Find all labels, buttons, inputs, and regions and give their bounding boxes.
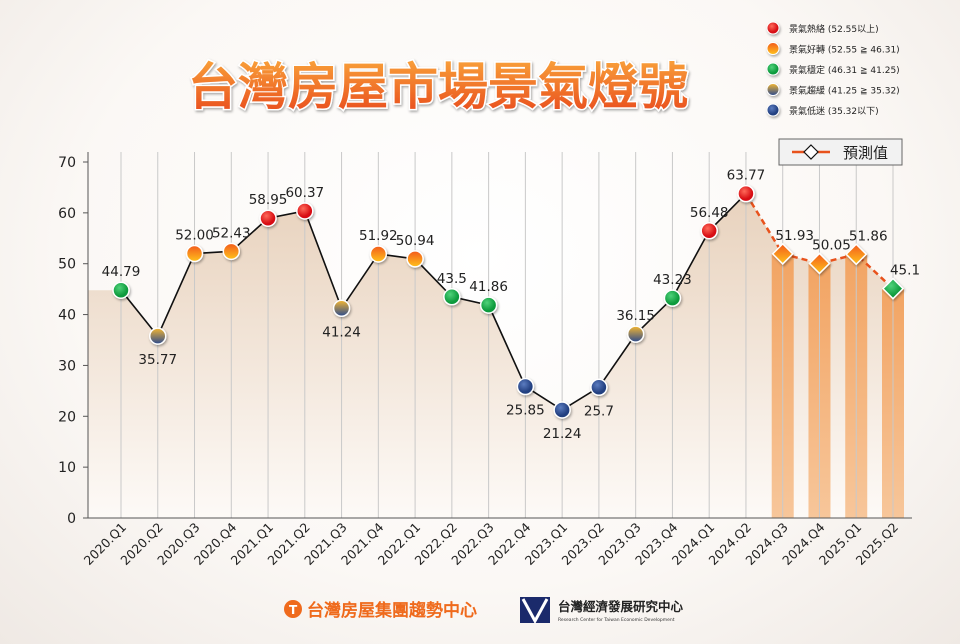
signal-legend-swatch [766, 103, 780, 117]
forecast-legend-label: 預測值 [843, 144, 888, 162]
data-point [663, 289, 682, 307]
y-tick-label: 50 [58, 257, 76, 273]
signal-legend-swatch [766, 62, 780, 76]
footer-logo-left: 台灣房屋集團趨勢中心 [307, 600, 477, 621]
data-point [553, 401, 571, 419]
data-label: 60.37 [285, 185, 324, 201]
forecast-legend-diamond-icon [803, 144, 819, 160]
forecast-point [808, 252, 831, 275]
data-point [737, 184, 755, 203]
data-label: 36.15 [616, 308, 655, 324]
data-label: 58.95 [249, 192, 288, 208]
data-label: 52.00 [175, 228, 214, 244]
data-label: 63.77 [727, 168, 766, 184]
forecast-point [881, 277, 905, 300]
signal-legend-label: 景氣熱絡 (52.55以上) [789, 23, 879, 35]
data-label: 25.7 [584, 403, 614, 419]
forecast-point [771, 242, 794, 265]
signal-legend-label: 景氣好轉 (52.55 ≧ 46.31) [789, 44, 900, 56]
data-label: 50.94 [396, 233, 435, 249]
data-point [332, 299, 351, 318]
data-point [700, 222, 718, 240]
data-point [479, 296, 498, 314]
data-point [516, 377, 535, 396]
data-label: 51.92 [359, 228, 398, 244]
data-label: 44.79 [102, 264, 141, 280]
data-point [112, 281, 130, 299]
data-point [626, 325, 645, 343]
data-label: 41.86 [469, 279, 508, 295]
data-label: 41.24 [322, 324, 361, 340]
signal-legend-swatch [766, 83, 780, 96]
data-label: 25.85 [506, 403, 545, 419]
y-tick-label: 60 [58, 206, 76, 222]
rcted-logo-mark [521, 598, 549, 625]
y-tick-label: 0 [67, 511, 76, 527]
data-point [406, 250, 424, 268]
data-label: 35.77 [138, 352, 177, 368]
y-tick-label: 10 [58, 460, 76, 476]
taiwan-realty-logo-mark: T [289, 603, 298, 617]
footer-logo-right-en: Research Center for Taiwan Economic Deve… [558, 617, 675, 623]
signal-legend-swatch [766, 21, 780, 35]
y-tick-label: 70 [58, 155, 76, 171]
data-label: 50.05 [812, 237, 851, 253]
data-label: 51.93 [775, 228, 814, 244]
forecast-line [744, 193, 894, 290]
signal-legend-label: 景氣趨緩 (41.25 ≧ 35.32) [789, 85, 900, 97]
data-point [149, 327, 167, 345]
footer-logo-right: 台灣經濟發展研究中心 [558, 599, 684, 614]
data-label: 52.43 [212, 225, 251, 241]
signal-legend-label: 景氣低迷 (35.32以下) [789, 105, 879, 117]
data-point [590, 378, 608, 397]
data-label: 45.1 [890, 263, 920, 279]
data-point [296, 202, 314, 220]
data-label: 21.24 [543, 426, 582, 442]
forecast-point [845, 243, 868, 266]
data-point [185, 244, 204, 263]
taiwan-realty-logo-icon [284, 600, 302, 618]
y-tick-label: 40 [58, 308, 76, 324]
data-label: 51.86 [849, 228, 888, 244]
data-point [222, 242, 241, 261]
data-point [369, 245, 388, 263]
data-label: 56.48 [690, 205, 729, 221]
signal-legend-swatch [766, 42, 780, 55]
signal-legend-label: 景氣穩定 (46.31 ≧ 41.25) [789, 64, 900, 76]
y-tick-label: 20 [58, 409, 76, 425]
data-label: 43.5 [437, 271, 467, 287]
chart-title: 台灣房屋市場景氣燈號 [188, 58, 688, 116]
data-point [443, 288, 461, 306]
data-point [259, 209, 277, 227]
y-tick-label: 30 [58, 358, 76, 374]
area-fill [88, 193, 904, 518]
data-label: 43.23 [653, 272, 692, 288]
